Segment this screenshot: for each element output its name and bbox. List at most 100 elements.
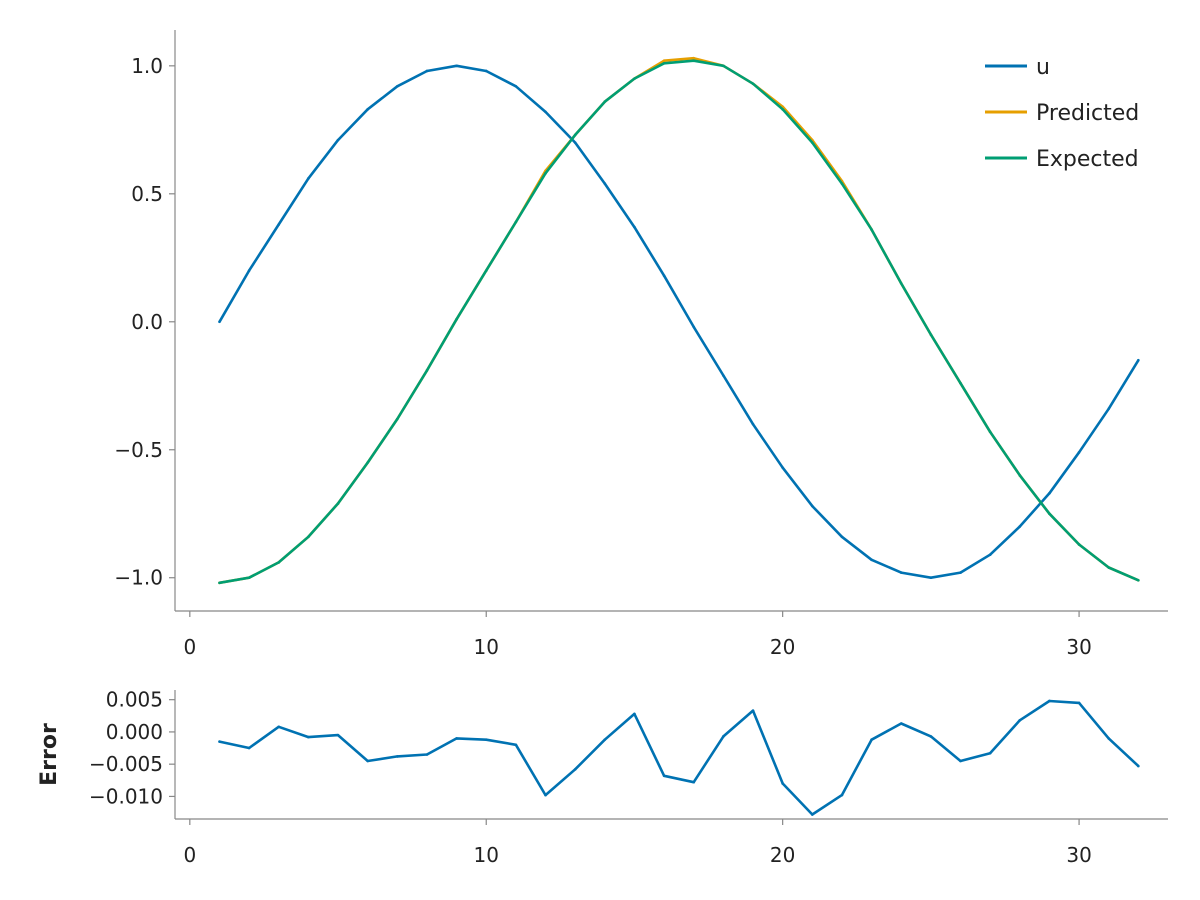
error-data-point [544,793,547,797]
expected-data-point [218,581,221,585]
error-series-line [219,699,1140,816]
predicted-data-point [692,56,696,60]
x-tick-label: 30 [1066,635,1091,659]
legend-label-predicted: Predicted [1036,101,1139,126]
expected-data-point [810,141,814,144]
y-tick-label: 0.5 [131,182,163,206]
u-data-point [307,177,310,180]
expected-data-point [544,172,547,175]
x-tick-label: 10 [474,635,499,659]
u-data-point [722,374,725,377]
legend: u Predicted Expected [985,55,1139,172]
expected-data-point [1107,566,1111,569]
error-data-point [336,733,340,737]
u-data-point [484,69,488,73]
expected-series-line [219,59,1139,585]
u-data-point [751,422,755,426]
u-data-point [959,571,962,574]
legend-label-expected: Expected [1036,147,1139,172]
expected-data-point [396,417,399,421]
x-tick-label: 30 [1066,843,1091,867]
error-data-point [396,755,399,758]
expected-data-point [455,317,458,321]
u-series-line [218,64,1140,580]
error-data-point [1018,719,1022,722]
error-data-point [870,738,873,741]
y-axis-label: Error [37,723,62,786]
predicted-series-line [219,56,1139,585]
error-plot-panel: 0.005 0.000 −0.005 −0.010 0 10 20 30 Error [37,688,1168,867]
predicted-data-point [662,59,666,63]
u-data-point [277,223,281,226]
error-data-point [514,743,518,747]
error-data-point [1107,737,1111,740]
u-data-point [840,535,844,539]
expected-data-point [988,430,992,434]
expected-data-point [840,182,844,185]
u-data-point [573,141,577,144]
expected-data-point [662,61,666,65]
expected-data-point [277,561,281,564]
u-data-point [810,504,814,508]
error-data-point [662,774,666,778]
expected-data-point [336,502,340,505]
error-data-point [959,759,962,763]
error-data-point [722,735,725,738]
error-data-point [988,751,992,755]
error-data-point [751,709,755,712]
error-data-point [929,735,933,738]
expected-data-point [929,333,933,336]
u-data-point [1107,407,1111,411]
expected-data-point [751,82,755,86]
error-data-point [633,712,636,716]
u-data-point [781,466,784,469]
main-plot-panel: 1.0 0.5 0.0 −0.5 −1.0 0 10 20 30 u Predicted Expect… [114,30,1168,659]
expected-data-point [633,77,636,80]
error-data-point [573,768,577,771]
error-data-point [840,793,844,797]
error-data-point [455,737,458,740]
expected-data-point [307,535,310,539]
u-data-point [425,69,429,73]
x-tick-label: 20 [770,635,795,659]
expected-data-point [692,59,696,63]
expected-data-point [1048,512,1051,516]
expected-data-point [722,64,725,68]
y-tick-label: −0.5 [114,438,163,462]
u-data-point [633,225,636,229]
expected-data-point [573,133,577,137]
u-data-point [1048,491,1051,495]
expected-data-point [1137,578,1140,582]
expected-data-point [899,282,903,285]
error-data-point [1077,701,1081,705]
error-data-point [1048,699,1051,703]
error-data-point [810,813,814,816]
error-data-point [307,735,310,739]
error-data-point [484,738,488,741]
x-tick-label: 10 [474,843,499,867]
error-data-point [277,725,281,729]
u-data-point [1137,358,1140,362]
y-tick-label: 0.0 [131,310,163,334]
u-data-point [366,108,369,111]
x-tick-label: 0 [183,635,196,659]
u-data-point [218,320,221,324]
u-data-point [396,85,399,88]
y-tick-label: −0.010 [89,784,163,808]
u-data-point [1077,451,1081,454]
u-data-point [899,571,903,574]
u-data-point [247,269,251,272]
error-data-point [247,746,251,750]
expected-data-point [1077,543,1081,546]
error-data-point [899,722,903,725]
u-data-point [662,274,666,278]
y-tick-label: 1.0 [131,54,163,78]
expected-data-point [514,220,518,224]
x-tick-label: 0 [183,843,196,867]
u-data-point [929,576,933,580]
expected-data-point [781,108,784,111]
error-data-point [218,740,221,743]
error-data-point [781,782,784,785]
error-data-point [366,759,369,763]
expected-data-point [484,269,488,272]
